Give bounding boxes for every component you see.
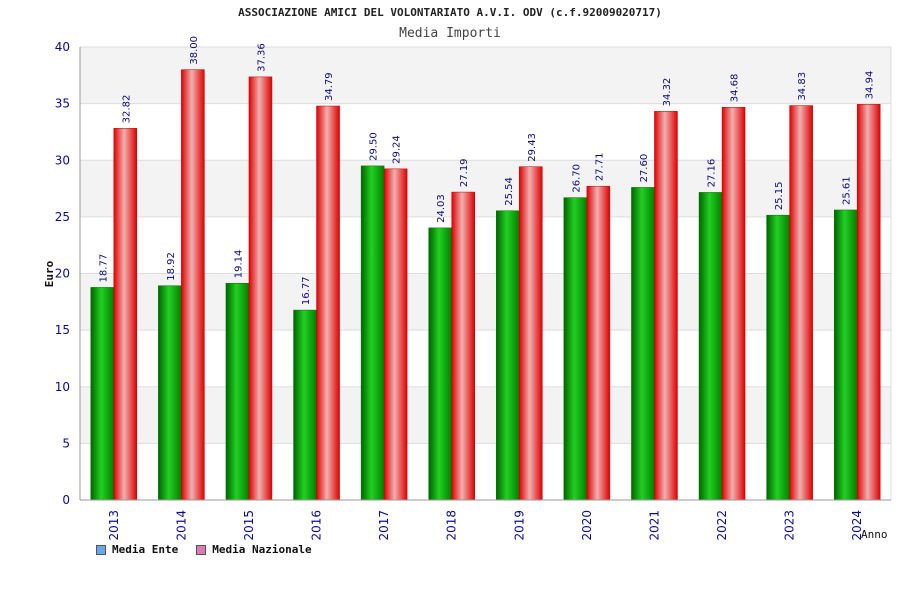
- plot-band: [80, 273, 891, 331]
- x-tick-label-2013: 2013: [107, 510, 121, 541]
- plot-background: [80, 47, 891, 500]
- x-tick-label-2022: 2022: [715, 510, 729, 541]
- bar-media-nazionale-2020: [586, 185, 611, 501]
- y-tick-label: 10: [55, 380, 70, 394]
- bar-media-nazionale-2016: [316, 105, 340, 501]
- bar-media-ente-2015: [225, 282, 250, 501]
- bar-media-nazionale-2015: [248, 76, 273, 501]
- y-tick-label: 25: [55, 210, 70, 224]
- y-tick-label: 0: [62, 493, 70, 507]
- value-labels: 18.77 32.82 18.92 38.00 19.14 37.36 16.77 34.79…: [98, 36, 875, 305]
- x-tick-label-2017: 2017: [377, 510, 391, 541]
- y-tick-label: 15: [55, 323, 70, 337]
- y-tick-label: 5: [62, 436, 70, 450]
- y-axis-ticks: 0 5 10 15 20 25 30 35 40: [55, 40, 70, 507]
- value-label-ente-2019: 25.54: [504, 177, 515, 206]
- value-label-nazionale-2018: 27.19: [459, 158, 470, 187]
- bar-media-nazionale-2014: [181, 69, 205, 501]
- bar-media-ente-2022: [698, 192, 723, 501]
- value-label-ente-2020: 26.70: [571, 164, 582, 193]
- bar-media-ente-2014: [158, 285, 182, 501]
- value-label-nazionale-2017: 29.24: [392, 135, 403, 164]
- y-tick-label: 35: [55, 97, 70, 111]
- plot-band: [80, 443, 891, 500]
- x-tick-label-2021: 2021: [647, 510, 661, 541]
- legend-swatch-nazionale: [196, 544, 207, 555]
- value-label-nazionale-2019: 29.43: [527, 133, 538, 162]
- value-label-ente-2013: 18.77: [98, 254, 109, 283]
- x-tick-label-2015: 2015: [242, 510, 256, 541]
- value-label-nazionale-2014: 38.00: [189, 36, 200, 65]
- legend-label-ente: Media Ente: [112, 543, 179, 556]
- legend-item-nazionale: Media Nazionale: [196, 543, 312, 556]
- x-tick-label-2014: 2014: [174, 510, 188, 541]
- x-tick-label-2024: 2024: [850, 510, 864, 541]
- value-label-nazionale-2024: 34.94: [865, 71, 876, 100]
- y-tick-label: 30: [55, 153, 70, 167]
- value-label-nazionale-2016: 34.79: [324, 72, 335, 101]
- value-label-nazionale-2020: 27.71: [594, 153, 605, 182]
- value-label-nazionale-2015: 37.36: [256, 43, 267, 72]
- x-axis-ticks: 2013 2014 2015 2016 2017 2018 2019 2020 2021 2022…: [107, 510, 864, 541]
- value-label-ente-2017: 29.50: [369, 132, 380, 161]
- value-label-ente-2021: 27.60: [639, 154, 650, 183]
- value-label-ente-2023: 25.15: [774, 182, 785, 211]
- value-label-ente-2022: 27.16: [707, 159, 718, 188]
- chart-subtitle: Media Importi: [399, 26, 501, 41]
- value-label-nazionale-2013: 32.82: [121, 95, 132, 124]
- plot-band: [80, 386, 891, 444]
- value-label-ente-2024: 25.61: [842, 176, 853, 205]
- value-label-nazionale-2023: 34.83: [797, 72, 808, 101]
- value-label-ente-2014: 18.92: [166, 252, 177, 281]
- chart-title: ASSOCIAZIONE AMICI DEL VOLONTARIATO A.V.…: [238, 6, 662, 19]
- y-axis-label: Euro: [43, 260, 56, 287]
- bar-media-nazionale-2018: [451, 191, 475, 501]
- bar-media-ente-2017: [360, 165, 385, 501]
- plot-band: [80, 103, 891, 161]
- x-axis-label: Anno: [861, 528, 888, 541]
- bars: [90, 69, 881, 501]
- legend-label-nazionale: Media Nazionale: [212, 543, 312, 556]
- bar-media-ente-2016: [293, 309, 317, 501]
- bar-media-nazionale-2021: [654, 111, 678, 501]
- value-label-nazionale-2022: 34.68: [730, 74, 741, 103]
- x-tick-label-2018: 2018: [445, 510, 459, 541]
- x-tick-label-2016: 2016: [310, 510, 324, 541]
- bar-media-ente-2020: [563, 197, 588, 501]
- bar-media-ente-2023: [766, 214, 790, 501]
- bar-media-nazionale-2013: [113, 128, 138, 501]
- value-label-ente-2018: 24.03: [436, 194, 447, 223]
- plot-band: [80, 330, 891, 387]
- bar-media-nazionale-2019: [519, 166, 543, 501]
- x-tick-label-2019: 2019: [512, 510, 526, 541]
- value-label-nazionale-2021: 34.32: [662, 78, 673, 107]
- value-label-ente-2016: 16.77: [301, 276, 312, 305]
- y-tick-label: 20: [55, 267, 70, 281]
- bar-media-nazionale-2024: [856, 104, 881, 501]
- legend: Media Ente Media Nazionale: [96, 543, 312, 556]
- bar-media-nazionale-2023: [789, 105, 813, 501]
- x-tick-label-2023: 2023: [783, 510, 797, 541]
- bar-media-ente-2021: [631, 187, 655, 501]
- plot-band: [80, 47, 891, 104]
- bar-media-nazionale-2022: [721, 106, 746, 501]
- x-tick-label-2020: 2020: [580, 510, 594, 541]
- legend-item-ente: Media Ente: [96, 543, 178, 556]
- bar-media-ente-2024: [833, 209, 858, 501]
- bar-media-ente-2019: [496, 210, 520, 501]
- bar-media-ente-2013: [90, 287, 115, 501]
- legend-swatch-ente: [96, 544, 106, 555]
- bar-media-nazionale-2017: [383, 168, 408, 501]
- bar-media-ente-2018: [428, 227, 452, 501]
- y-tick-label: 40: [55, 40, 70, 54]
- value-label-ente-2015: 19.14: [233, 250, 244, 279]
- plot-band: [80, 160, 891, 217]
- plot-band: [80, 216, 891, 274]
